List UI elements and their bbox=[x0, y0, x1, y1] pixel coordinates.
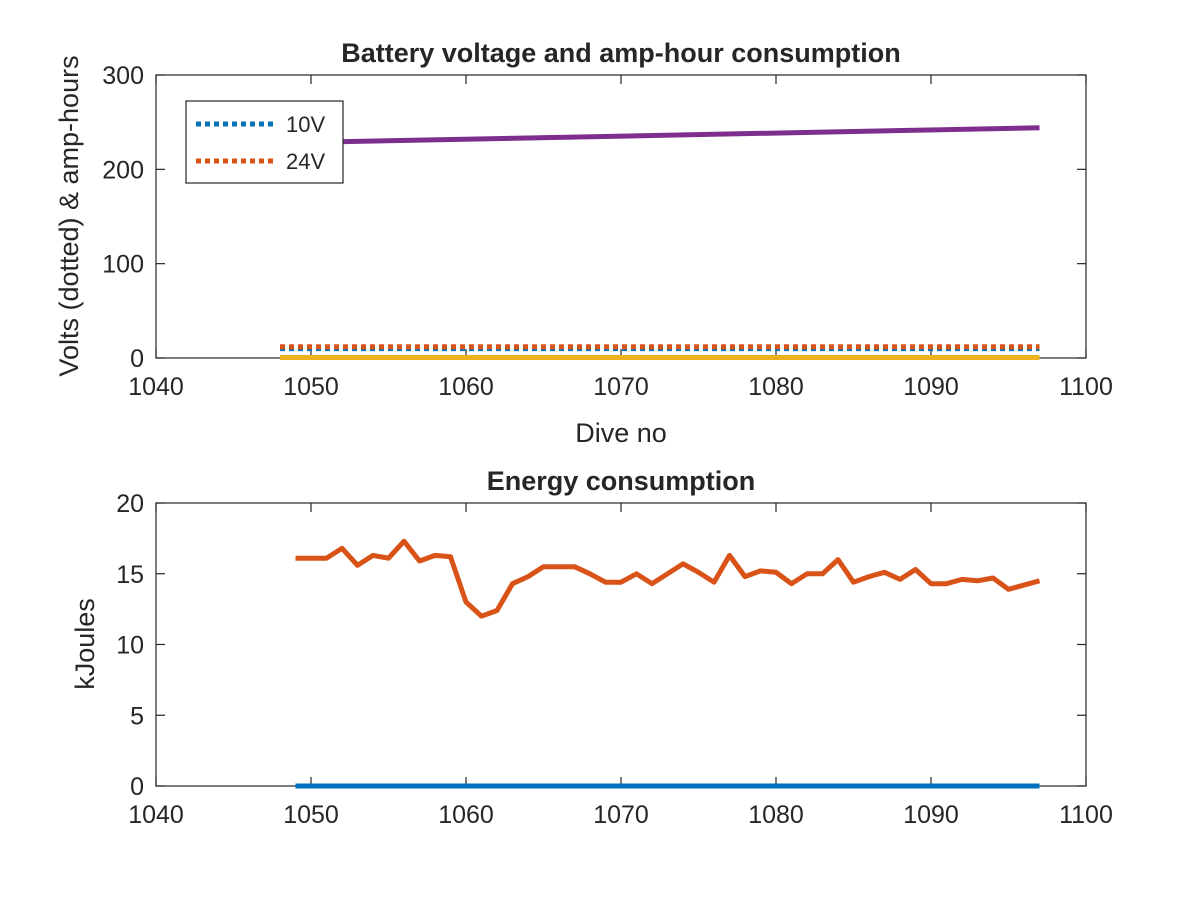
legend-label: 24V bbox=[286, 149, 325, 174]
x-tick-label: 1070 bbox=[593, 373, 649, 401]
x-tick-label: 1080 bbox=[748, 373, 804, 401]
x-tick-label: 1070 bbox=[593, 801, 649, 829]
chart-title: Energy consumption bbox=[487, 466, 756, 496]
x-tick-label: 1050 bbox=[283, 373, 339, 401]
x-axis-label: Dive no bbox=[575, 418, 667, 448]
x-tick-label: 1060 bbox=[438, 801, 494, 829]
x-tick-label: 1090 bbox=[903, 373, 959, 401]
legend-label: 10V bbox=[286, 112, 325, 137]
x-tick-label: 1090 bbox=[903, 801, 959, 829]
x-tick-label: 1100 bbox=[1059, 801, 1113, 829]
series-line-4 bbox=[279, 125, 1040, 146]
y-tick-label: 15 bbox=[116, 561, 144, 589]
x-tick-label: 1080 bbox=[748, 801, 804, 829]
x-tick-label: 1100 bbox=[1059, 373, 1113, 401]
energy-consumption-chart: 1040 1050 1060 1070 1080 1090 1100 0 5 10 15 20 Ene… bbox=[70, 466, 1113, 829]
y-axis-label: Volts (dotted) & amp-hours bbox=[54, 55, 84, 376]
y-tick-label: 5 bbox=[130, 702, 144, 730]
legend-box bbox=[185, 100, 344, 184]
x-tick-label: 1040 bbox=[128, 373, 184, 401]
y-tick-label: 10 bbox=[116, 632, 144, 660]
y-tick-label: 0 bbox=[130, 345, 144, 373]
battery-voltage-chart: 1040 1050 1060 1070 1080 1090 1100 0 100 200 300 B… bbox=[54, 38, 1113, 448]
y-tick-label: 200 bbox=[102, 156, 144, 184]
y-axis-label: kJoules bbox=[70, 598, 100, 690]
x-tick-label: 1040 bbox=[128, 801, 184, 829]
x-tick-label: 1050 bbox=[283, 801, 339, 829]
y-tick-label: 20 bbox=[116, 490, 144, 518]
axes-box bbox=[155, 502, 1087, 787]
y-tick-label: 100 bbox=[102, 251, 144, 279]
y-tick-label: 0 bbox=[130, 773, 144, 801]
y-tick-label: 300 bbox=[102, 62, 144, 90]
x-tick-label: 1060 bbox=[438, 373, 494, 401]
chart-title: Battery voltage and amp-hour consumption bbox=[341, 38, 901, 68]
series-line-1 bbox=[295, 538, 1041, 619]
